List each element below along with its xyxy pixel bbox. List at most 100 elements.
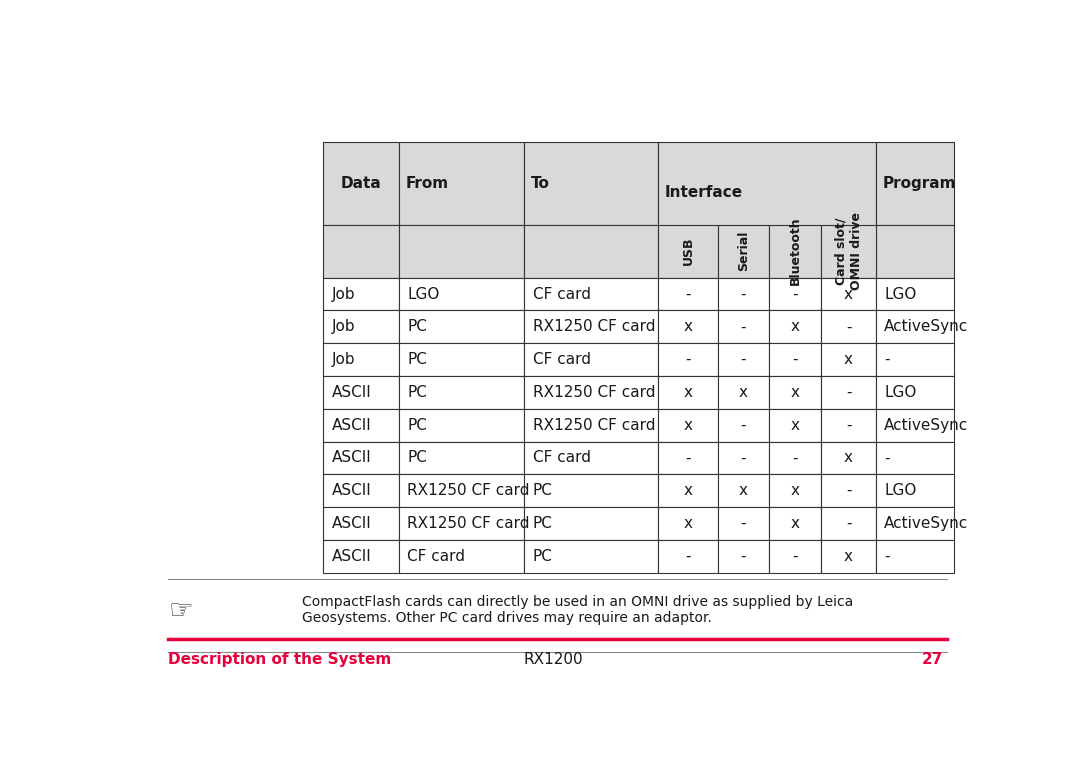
Text: PC: PC <box>407 450 427 466</box>
FancyBboxPatch shape <box>769 507 821 540</box>
FancyBboxPatch shape <box>524 343 658 376</box>
Text: ASCII: ASCII <box>332 385 372 400</box>
FancyBboxPatch shape <box>323 343 399 376</box>
FancyBboxPatch shape <box>658 474 718 507</box>
Text: PC: PC <box>407 385 427 400</box>
Text: CF card: CF card <box>532 286 591 302</box>
FancyBboxPatch shape <box>876 224 954 278</box>
Text: -: - <box>741 352 746 367</box>
FancyBboxPatch shape <box>769 409 821 441</box>
Text: x: x <box>684 417 692 433</box>
FancyBboxPatch shape <box>821 224 876 278</box>
Text: -: - <box>846 319 851 335</box>
FancyBboxPatch shape <box>323 474 399 507</box>
FancyBboxPatch shape <box>323 376 399 409</box>
FancyBboxPatch shape <box>399 474 524 507</box>
Text: CompactFlash cards can directly be used in an OMNI drive as supplied by Leica
Ge: CompactFlash cards can directly be used … <box>302 595 853 625</box>
Text: CF card: CF card <box>532 352 591 367</box>
Text: -: - <box>686 548 691 564</box>
FancyBboxPatch shape <box>718 474 769 507</box>
FancyBboxPatch shape <box>399 310 524 343</box>
Text: USB: USB <box>681 237 694 266</box>
FancyBboxPatch shape <box>821 507 876 540</box>
FancyBboxPatch shape <box>769 278 821 310</box>
Text: Job: Job <box>332 352 355 367</box>
FancyBboxPatch shape <box>821 278 876 310</box>
FancyBboxPatch shape <box>821 474 876 507</box>
FancyBboxPatch shape <box>718 376 769 409</box>
FancyBboxPatch shape <box>718 507 769 540</box>
FancyBboxPatch shape <box>876 409 954 441</box>
Text: PC: PC <box>407 352 427 367</box>
FancyBboxPatch shape <box>658 441 718 474</box>
Text: To: To <box>531 176 550 191</box>
FancyBboxPatch shape <box>323 142 399 224</box>
Text: From: From <box>405 176 448 191</box>
Text: x: x <box>684 516 692 531</box>
Text: PC: PC <box>407 319 427 335</box>
Text: -: - <box>846 385 851 400</box>
Text: Job: Job <box>332 319 355 335</box>
Text: ActiveSync: ActiveSync <box>885 417 969 433</box>
FancyBboxPatch shape <box>769 310 821 343</box>
Text: -: - <box>686 286 691 302</box>
FancyBboxPatch shape <box>658 310 718 343</box>
FancyBboxPatch shape <box>769 540 821 573</box>
FancyBboxPatch shape <box>524 507 658 540</box>
FancyBboxPatch shape <box>658 507 718 540</box>
FancyBboxPatch shape <box>821 376 876 409</box>
Text: Bluetooth: Bluetooth <box>788 217 801 286</box>
Text: ActiveSync: ActiveSync <box>885 516 969 531</box>
Text: x: x <box>791 417 799 433</box>
Text: -: - <box>686 352 691 367</box>
FancyBboxPatch shape <box>876 343 954 376</box>
FancyBboxPatch shape <box>399 441 524 474</box>
Text: PC: PC <box>532 483 553 498</box>
Text: -: - <box>793 548 798 564</box>
Text: ☞: ☞ <box>168 597 193 625</box>
FancyBboxPatch shape <box>769 474 821 507</box>
FancyBboxPatch shape <box>323 409 399 441</box>
FancyBboxPatch shape <box>658 278 718 310</box>
Text: x: x <box>845 450 853 466</box>
FancyBboxPatch shape <box>876 441 954 474</box>
FancyBboxPatch shape <box>323 224 399 278</box>
Text: LGO: LGO <box>885 286 917 302</box>
Text: x: x <box>791 483 799 498</box>
Text: -: - <box>741 319 746 335</box>
Text: x: x <box>684 483 692 498</box>
Text: RX1250 CF card: RX1250 CF card <box>532 417 656 433</box>
FancyBboxPatch shape <box>821 441 876 474</box>
Text: LGO: LGO <box>885 483 917 498</box>
Text: -: - <box>741 417 746 433</box>
Text: x: x <box>684 319 692 335</box>
Text: x: x <box>845 352 853 367</box>
Text: ASCII: ASCII <box>332 450 372 466</box>
Text: ASCII: ASCII <box>332 483 372 498</box>
FancyBboxPatch shape <box>876 142 954 224</box>
Text: CF card: CF card <box>407 548 465 564</box>
FancyBboxPatch shape <box>524 224 658 278</box>
FancyBboxPatch shape <box>399 540 524 573</box>
Text: PC: PC <box>407 417 427 433</box>
Text: Serial: Serial <box>737 231 750 271</box>
FancyBboxPatch shape <box>821 343 876 376</box>
FancyBboxPatch shape <box>769 441 821 474</box>
FancyBboxPatch shape <box>876 376 954 409</box>
Text: RX1250 CF card: RX1250 CF card <box>407 483 529 498</box>
Text: x: x <box>684 385 692 400</box>
FancyBboxPatch shape <box>658 343 718 376</box>
FancyBboxPatch shape <box>399 343 524 376</box>
FancyBboxPatch shape <box>876 278 954 310</box>
Text: x: x <box>791 319 799 335</box>
FancyBboxPatch shape <box>821 310 876 343</box>
FancyBboxPatch shape <box>658 540 718 573</box>
FancyBboxPatch shape <box>821 540 876 573</box>
FancyBboxPatch shape <box>718 343 769 376</box>
FancyBboxPatch shape <box>769 376 821 409</box>
FancyBboxPatch shape <box>658 142 876 278</box>
Text: x: x <box>739 483 748 498</box>
Text: ASCII: ASCII <box>332 516 372 531</box>
Text: -: - <box>846 516 851 531</box>
Text: Job: Job <box>332 286 355 302</box>
